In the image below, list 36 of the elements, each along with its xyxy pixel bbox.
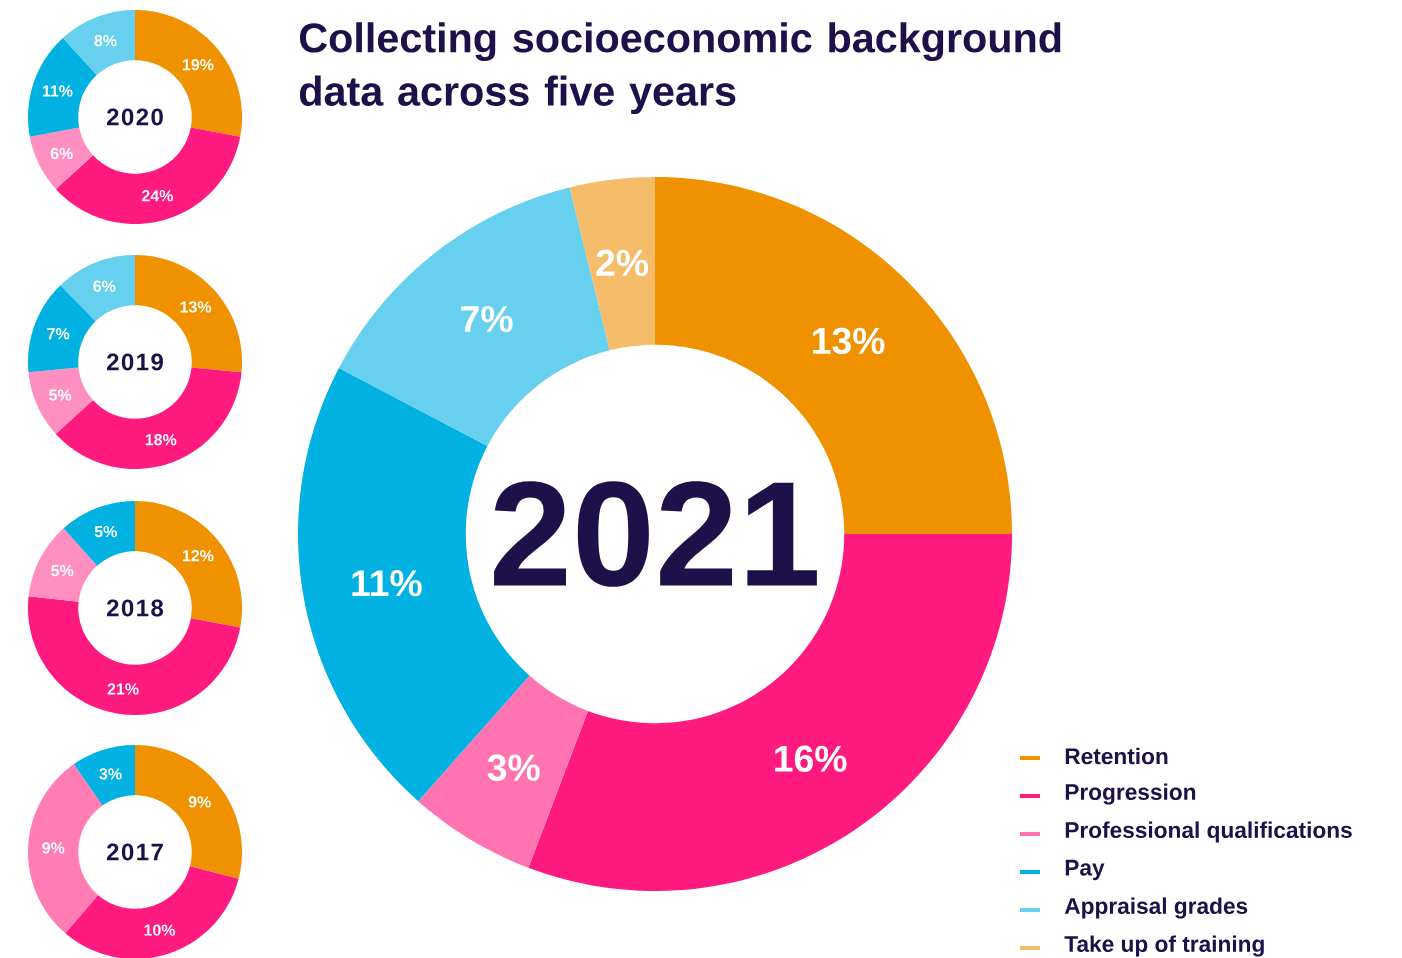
data-label: 11% <box>352 570 422 597</box>
data-label: 19% <box>182 59 214 71</box>
text: 2020 <box>106 108 163 126</box>
legend-label: Appraisal grades <box>1064 897 1248 919</box>
data-label: 13% <box>180 301 212 313</box>
legend-label: Pay <box>1065 859 1105 881</box>
data-label: 3% <box>99 768 122 780</box>
data-label: 24% <box>141 190 173 202</box>
data-label: 3% <box>487 754 540 781</box>
data-label: 8% <box>94 35 117 47</box>
text: 2019 <box>106 353 163 371</box>
data-label: 13% <box>813 327 885 355</box>
data-label: 16% <box>775 745 847 772</box>
data-label: 21% <box>107 683 139 695</box>
data-label: 7% <box>461 305 513 333</box>
data-label: 11% <box>42 85 73 97</box>
data-label: 5% <box>49 389 72 401</box>
data-label: 7% <box>47 328 70 340</box>
data-label: 18% <box>145 434 177 446</box>
text: 2021 <box>494 481 817 587</box>
data-label: 5% <box>51 564 74 577</box>
data-label: 10% <box>144 924 176 936</box>
data-label: 9% <box>42 842 65 854</box>
data-label: 6% <box>93 280 116 292</box>
chart-title: Collecting socioeconomic background data across five years <box>299 22 1061 115</box>
data-label: 6% <box>50 147 73 160</box>
data-label: 9% <box>188 796 211 808</box>
legend-label: Progression <box>1065 783 1196 805</box>
data-label: 12% <box>182 550 214 562</box>
legend-label: Take up of training <box>1064 935 1264 957</box>
data-label: 5% <box>94 525 117 538</box>
text: 2018 <box>106 599 164 617</box>
text: 2017 <box>106 843 163 861</box>
data-label: 2% <box>596 249 649 277</box>
legend-label: Professional qualifications <box>1065 821 1352 843</box>
legend-label: Retention <box>1065 747 1168 765</box>
